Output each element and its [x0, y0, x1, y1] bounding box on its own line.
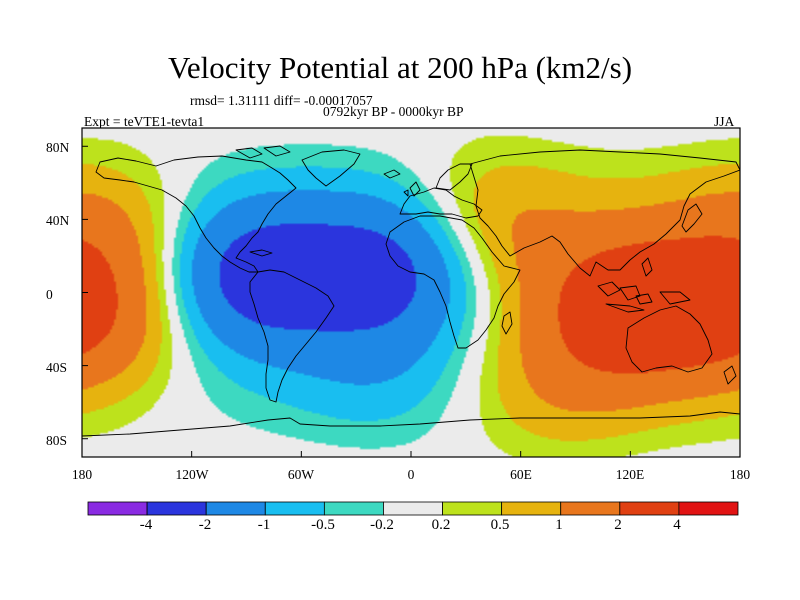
colorbar-label: 2 — [598, 517, 638, 534]
velocity-potential-map — [0, 0, 800, 600]
colorbar-swatch — [443, 502, 502, 515]
xtick-label: 120W — [162, 467, 222, 483]
ytick-label: 40N — [46, 213, 78, 229]
colorbar-label: -0.5 — [303, 517, 343, 534]
ytick-label: 40S — [46, 360, 78, 376]
ytick-label: 0 — [46, 287, 78, 303]
colorbar-swatch — [147, 502, 206, 515]
colorbar-label: -0.2 — [362, 517, 402, 534]
colorbar-swatch — [620, 502, 679, 515]
colorbar-swatch — [383, 502, 442, 515]
velocity-potential-field — [82, 128, 740, 457]
colorbar-swatch — [502, 502, 561, 515]
colorbar-label: 0.5 — [480, 517, 520, 534]
xtick-label: 180 — [52, 467, 112, 483]
xtick-label: 180 — [710, 467, 770, 483]
colorbar-label: 1 — [539, 517, 579, 534]
colorbar-label: -2 — [185, 517, 225, 534]
xtick-label: 0 — [381, 467, 441, 483]
ytick-label: 80N — [46, 140, 78, 156]
colorbar-swatch — [324, 502, 383, 515]
xtick-label: 60E — [491, 467, 551, 483]
colorbar-swatch — [679, 502, 738, 515]
colorbar-swatch — [88, 502, 147, 515]
ytick-label: 80S — [46, 433, 78, 449]
colorbar-label: 4 — [657, 517, 697, 534]
colorbar-swatch — [561, 502, 620, 515]
colorbar-swatch — [265, 502, 324, 515]
colorbar-swatch — [206, 502, 265, 515]
colorbar — [88, 502, 738, 515]
xtick-label: 120E — [600, 467, 660, 483]
colorbar-label: -4 — [126, 517, 166, 534]
colorbar-label: 0.2 — [421, 517, 461, 534]
colorbar-label: -1 — [244, 517, 284, 534]
xtick-label: 60W — [271, 467, 331, 483]
